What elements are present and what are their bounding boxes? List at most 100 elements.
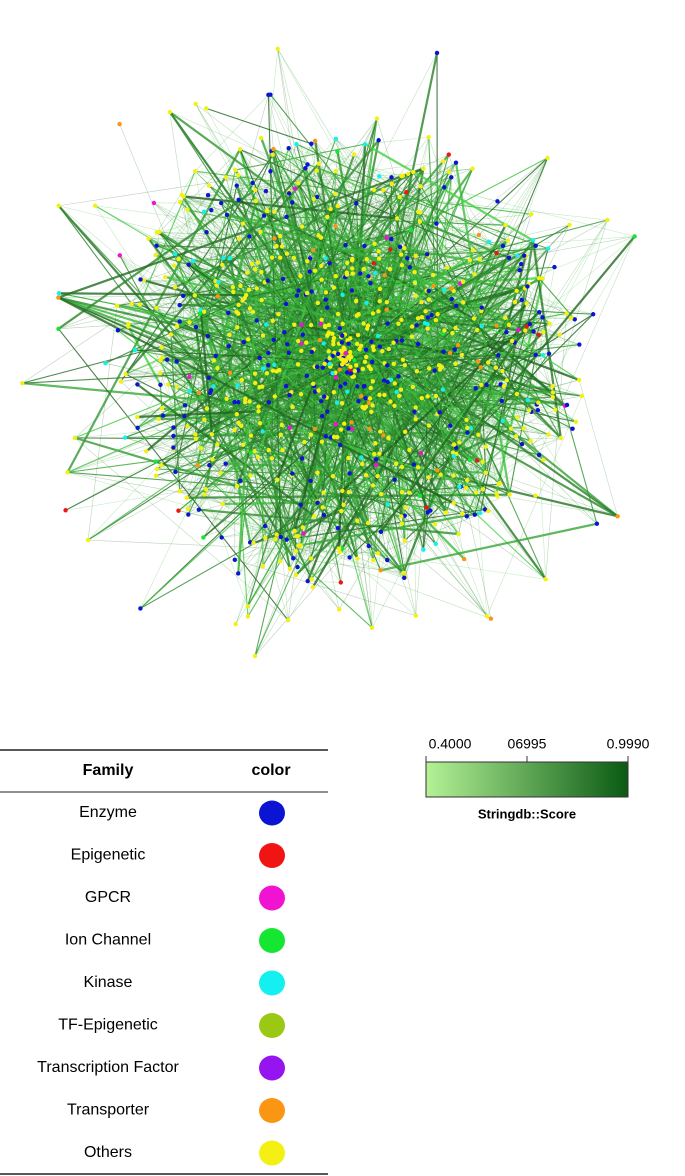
- node: [366, 364, 372, 369]
- node: [381, 378, 387, 383]
- node: [327, 356, 332, 361]
- edge: [416, 254, 428, 326]
- node: [393, 461, 399, 466]
- node: [92, 203, 98, 208]
- node: [389, 181, 395, 187]
- edge: [131, 280, 145, 305]
- node: [348, 349, 353, 355]
- node: [238, 478, 243, 484]
- node: [371, 261, 377, 266]
- node: [346, 426, 351, 431]
- node: [299, 224, 305, 229]
- node: [407, 265, 412, 270]
- node: [405, 171, 411, 176]
- node: [405, 256, 410, 261]
- node: [541, 457, 546, 463]
- edge: [176, 360, 235, 403]
- node: [377, 451, 382, 456]
- edge: [448, 171, 540, 279]
- node: [507, 492, 512, 497]
- node: [276, 311, 281, 317]
- node: [117, 121, 122, 127]
- edge: [306, 375, 540, 456]
- node: [451, 500, 456, 506]
- edge: [387, 317, 572, 324]
- edge: [415, 177, 452, 616]
- node: [363, 347, 369, 352]
- edge: [307, 340, 321, 582]
- edge: [368, 454, 375, 547]
- edge: [58, 167, 306, 207]
- edge: [548, 353, 598, 524]
- edge: [524, 287, 572, 319]
- node: [187, 388, 192, 394]
- node: [261, 213, 267, 218]
- node: [540, 352, 546, 358]
- edge: [137, 364, 299, 418]
- edge: [350, 186, 421, 371]
- node: [162, 274, 168, 280]
- node: [309, 141, 314, 146]
- edge: [415, 332, 453, 420]
- node: [295, 362, 301, 367]
- node: [376, 309, 381, 314]
- edge: [358, 313, 526, 332]
- node: [153, 252, 158, 258]
- node: [240, 298, 245, 303]
- node: [252, 187, 258, 193]
- node: [370, 483, 376, 488]
- node: [529, 212, 534, 217]
- node: [257, 420, 263, 426]
- edge: [361, 229, 413, 370]
- node: [364, 257, 369, 262]
- node: [369, 409, 374, 415]
- edge: [363, 268, 399, 377]
- node: [232, 399, 237, 405]
- edge: [272, 154, 331, 210]
- node: [285, 342, 290, 347]
- edge: [272, 257, 416, 283]
- node: [72, 435, 78, 441]
- node: [396, 373, 401, 379]
- node: [335, 351, 341, 357]
- node: [241, 442, 246, 447]
- node: [526, 408, 532, 413]
- edge: [74, 407, 416, 439]
- node: [333, 168, 339, 174]
- legend-table: Family color Enzyme Epigenetic GPCR Ion Cha…: [0, 749, 328, 1175]
- node: [247, 306, 253, 311]
- node: [309, 289, 314, 294]
- node: [309, 576, 314, 582]
- node: [132, 347, 138, 353]
- edge: [188, 327, 238, 515]
- node: [435, 468, 440, 473]
- edge: [260, 271, 484, 463]
- node: [242, 400, 248, 405]
- node: [367, 426, 372, 432]
- edge: [398, 211, 419, 377]
- edge: [105, 297, 245, 364]
- node: [388, 377, 394, 383]
- edge: [508, 354, 537, 495]
- edge: [240, 162, 457, 287]
- edge: [275, 538, 492, 619]
- node: [339, 400, 345, 406]
- edge: [187, 508, 406, 578]
- node: [185, 424, 190, 429]
- node: [495, 494, 500, 499]
- node: [467, 258, 473, 263]
- node: [174, 384, 180, 390]
- node: [377, 298, 382, 304]
- node: [56, 295, 61, 300]
- node: [252, 380, 258, 386]
- node: [268, 169, 273, 174]
- edge: [344, 118, 378, 362]
- node: [227, 370, 233, 376]
- node: [299, 456, 305, 461]
- node: [384, 235, 389, 240]
- node: [248, 450, 254, 456]
- colorbar-tick-label: 0.4000: [429, 736, 472, 752]
- node: [476, 432, 481, 437]
- edge: [448, 168, 473, 173]
- node: [479, 382, 484, 387]
